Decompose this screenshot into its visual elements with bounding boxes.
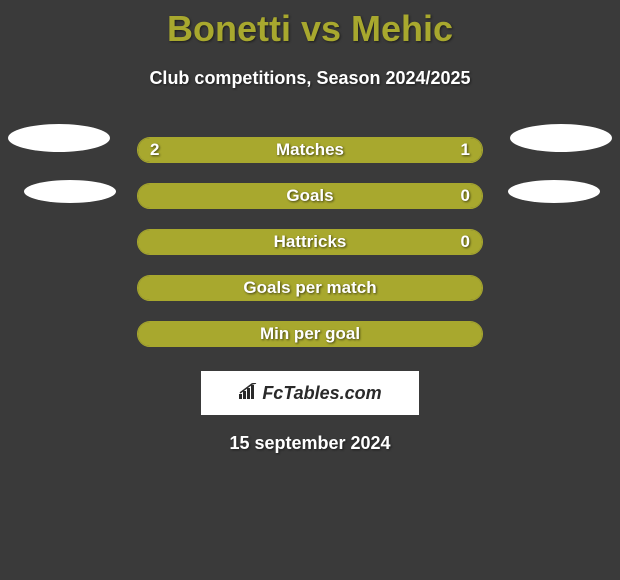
chart-icon bbox=[238, 383, 258, 404]
bar-container: Min per goal bbox=[137, 321, 483, 347]
page-title: Bonetti vs Mehic bbox=[0, 0, 620, 50]
stat-row: Matches2 1 bbox=[0, 127, 620, 173]
stat-row: Hattricks0 bbox=[0, 219, 620, 265]
stat-row: Goals0 bbox=[0, 173, 620, 219]
logo-label: FcTables.com bbox=[262, 383, 381, 404]
stat-label: Goals bbox=[138, 186, 482, 206]
stat-label: Hattricks bbox=[138, 232, 482, 252]
stat-row: Min per goal bbox=[0, 311, 620, 357]
bar-container: Matches2 1 bbox=[137, 137, 483, 163]
bar-container: Hattricks0 bbox=[137, 229, 483, 255]
stat-value-left: 2 bbox=[150, 140, 159, 160]
date-text: 15 september 2024 bbox=[0, 433, 620, 454]
stat-value-right: 1 bbox=[461, 140, 470, 160]
main-container: Bonetti vs Mehic Club competitions, Seas… bbox=[0, 0, 620, 454]
stat-value-right: 0 bbox=[461, 186, 470, 206]
bar-container: Goals0 bbox=[137, 183, 483, 209]
stat-label: Min per goal bbox=[138, 324, 482, 344]
stat-row: Goals per match bbox=[0, 265, 620, 311]
logo-box: FcTables.com bbox=[201, 371, 419, 415]
stats-area: Matches21Goals0Hattricks0Goals per match… bbox=[0, 127, 620, 357]
stat-label: Goals per match bbox=[138, 278, 482, 298]
stat-label: Matches bbox=[138, 140, 482, 160]
logo: FcTables.com bbox=[238, 383, 381, 404]
bar-container: Goals per match bbox=[137, 275, 483, 301]
stat-value-right: 0 bbox=[461, 232, 470, 252]
page-subtitle: Club competitions, Season 2024/2025 bbox=[0, 68, 620, 89]
